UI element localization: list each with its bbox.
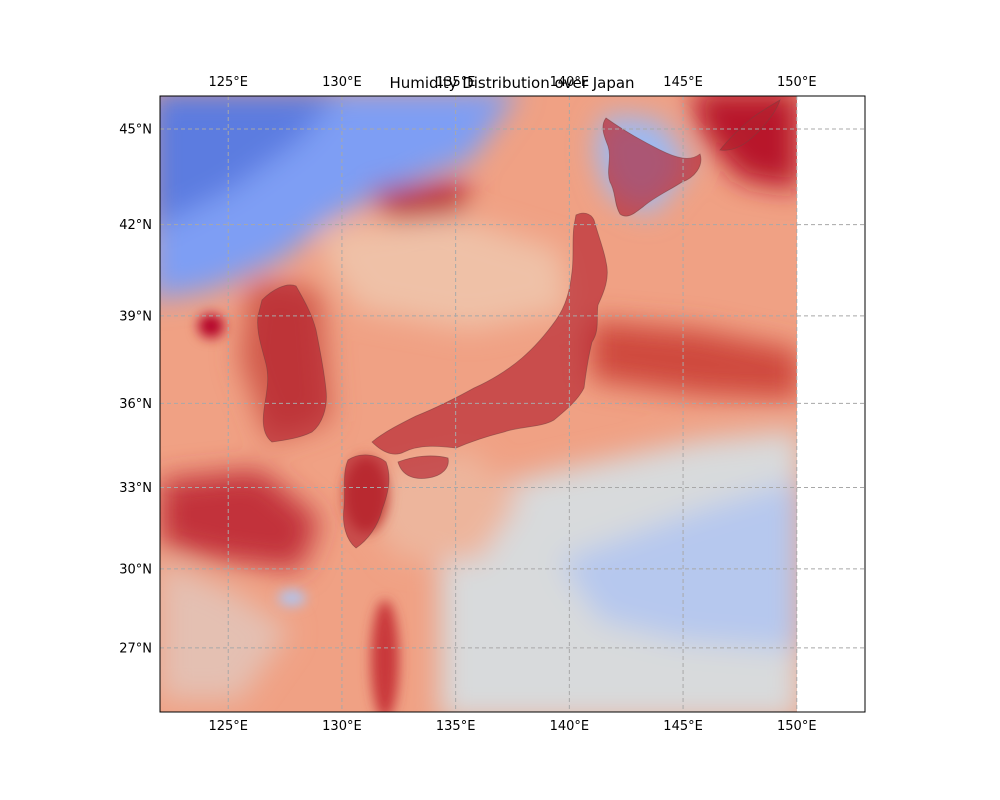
lon-tick-label-top: 150°E bbox=[777, 75, 817, 90]
kyushu-landmass bbox=[343, 454, 390, 549]
field-high-japan-sea-north bbox=[370, 180, 470, 220]
lat-tick-label: 27°N bbox=[119, 641, 152, 656]
field-mid-central bbox=[370, 450, 520, 560]
lon-tick-label-bottom: 140°E bbox=[550, 719, 590, 734]
humidity-field bbox=[160, 96, 797, 712]
field-low-spot-south bbox=[278, 590, 306, 606]
lon-tick-label-top: 140°E bbox=[550, 75, 590, 90]
lon-tick-label-bottom: 125°E bbox=[208, 719, 248, 734]
gridlines bbox=[160, 96, 865, 712]
lon-tick-label-bottom: 135°E bbox=[436, 719, 476, 734]
lat-tick-label: 39°N bbox=[119, 309, 152, 324]
field-low-northwest-core bbox=[160, 96, 336, 225]
lon-labels-bottom: 125°E 130°E 135°E 140°E 145°E 150°E bbox=[208, 719, 816, 734]
field-high-stripe-south bbox=[371, 600, 399, 712]
shikoku-landmass bbox=[397, 455, 449, 479]
lon-tick-label-top: 130°E bbox=[322, 75, 362, 90]
lat-tick-label: 36°N bbox=[119, 397, 152, 412]
lon-tick-label-bottom: 150°E bbox=[777, 719, 817, 734]
field-high-spot-west bbox=[198, 314, 224, 338]
lon-tick-label-bottom: 145°E bbox=[663, 719, 703, 734]
field-high-east-band bbox=[590, 320, 797, 400]
field-high-southwest bbox=[160, 470, 320, 570]
korea-peninsula bbox=[257, 284, 327, 443]
field-neutral-southwest bbox=[160, 560, 290, 700]
lat-labels: 27°N 30°N 33°N 36°N 39°N 42°N 45°N bbox=[119, 122, 152, 656]
lat-tick-label: 42°N bbox=[119, 218, 152, 233]
field-low-southeast bbox=[560, 480, 797, 650]
lon-tick-label-top: 135°E bbox=[436, 75, 476, 90]
lat-tick-label: 33°N bbox=[119, 481, 152, 496]
land-outlines bbox=[257, 99, 781, 549]
lon-tick-label-bottom: 130°E bbox=[322, 719, 362, 734]
lat-tick-label: 45°N bbox=[119, 122, 152, 137]
lon-tick-label-top: 145°E bbox=[663, 75, 703, 90]
lon-tick-label-top: 125°E bbox=[208, 75, 248, 90]
sakhalin-landmass bbox=[719, 99, 781, 151]
plot-frame bbox=[159, 95, 866, 713]
field-neutral-japan-sea bbox=[320, 215, 570, 330]
lon-labels-top: 125°E 130°E 135°E 140°E 145°E 150°E bbox=[208, 75, 816, 90]
lat-tick-label: 30°N bbox=[119, 562, 152, 577]
hokkaido-landmass bbox=[602, 117, 702, 217]
chart-title: Humidity Distribution over Japan bbox=[389, 74, 634, 92]
